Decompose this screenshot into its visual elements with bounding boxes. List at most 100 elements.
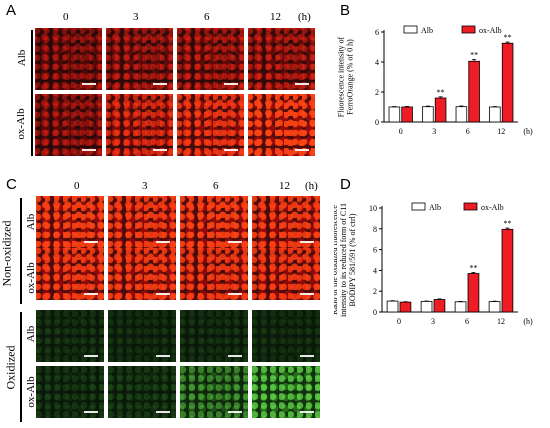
significance-marker: ** (470, 50, 478, 59)
scale-bar (82, 83, 96, 85)
panel-letter-d: D (340, 176, 351, 193)
scale-bar (156, 411, 170, 413)
x-tick-label-12: 12 (497, 127, 505, 136)
panel-c-row-alb-image-3 (252, 196, 320, 248)
panel-c-row-oxalb-oxidized-image-3 (252, 366, 320, 418)
legend-swatch-ox-alb (461, 25, 476, 34)
panel-a-row-oxalb-image-1 (106, 94, 173, 156)
panel-b-chart: 0 2 4 6 Fluorescence intensity of FerroOrange… (337, 25, 533, 136)
scale-bar (224, 149, 238, 151)
bar-alb-12 (488, 301, 501, 313)
y-tick-label: 2 (373, 287, 377, 296)
x-tick-label-12: 12 (497, 317, 505, 326)
x-tick-label-3: 3 (432, 127, 436, 136)
legend-label-alb: Alb (421, 26, 433, 35)
bar-ox-alb-12 (501, 42, 514, 123)
legend-label-alb: Alb (429, 203, 441, 212)
panel-a-row-alb-image-3 (248, 28, 315, 90)
panel-c-row-alb-image-1 (108, 196, 176, 248)
x-tick-label-6: 6 (466, 127, 470, 136)
panel-letter-b: B (340, 2, 351, 19)
panel-a-row-bracket (31, 30, 33, 156)
scale-bar (156, 293, 170, 295)
panel-c-group-nonoxidized: Non-oxidized (0, 220, 14, 287)
scale-bar (156, 241, 170, 243)
panel-a-row-oxalb-image-2 (177, 94, 244, 156)
significance-marker: ** (503, 219, 511, 228)
panel-c-row-oxalb-image-0 (36, 248, 104, 300)
panel-letter-c: C (6, 176, 17, 193)
scale-bar (84, 411, 98, 413)
bar-alb-12 (489, 106, 501, 123)
scale-bar (82, 149, 96, 151)
panel-d-chart: 0 2 4 6 8 10 Ratio of the oxidized fluorescenc… (334, 202, 533, 326)
significance-marker: ** (437, 88, 445, 97)
scale-bar (228, 355, 242, 357)
panel-a-row-alb-image-0 (35, 28, 102, 90)
bar-ox-alb-3 (434, 97, 447, 123)
scale-bar (300, 293, 314, 295)
panel-c-row-alb-oxidized-image-3 (252, 310, 320, 362)
panel-c-row-alb-image-0 (36, 196, 104, 248)
y-tick-label: 0 (373, 308, 377, 317)
x-tick-label-0: 0 (399, 127, 403, 136)
legend-swatch-alb (403, 25, 418, 34)
bar-ox-alb-3 (433, 299, 446, 313)
y-axis-label: Fluorescence intensity of FerroOrange (% … (337, 36, 355, 117)
y-tick-label: 10 (369, 204, 377, 213)
legend-swatch-alb (411, 202, 426, 211)
panel-c-row-oxalb-oxidized-image-0 (36, 366, 104, 418)
significance-marker: ** (504, 33, 512, 42)
panel-c-row-oxalb-image-3 (252, 248, 320, 300)
y-tick-label: 4 (373, 266, 377, 275)
scale-bar (228, 293, 242, 295)
y-axis-label: Ratio of the oxidized fluorescence intens… (334, 203, 357, 317)
x-tick-label-6: 6 (465, 317, 469, 326)
panel-c-row-oxalb-oxidized-image-1 (108, 366, 176, 418)
y-axis-label-line: FerroOrange (% of 0 h) (346, 39, 355, 115)
scale-bar (84, 355, 98, 357)
y-tick-label: 6 (373, 246, 377, 255)
y-axis-label-line: intensity to its reduced form of C11 (339, 203, 348, 317)
panel-c-row-alb-oxidized-image-0 (36, 310, 104, 362)
panel-letter-a: A (6, 2, 17, 19)
scale-bar (300, 355, 314, 357)
bar-ox-alb-0 (399, 301, 412, 313)
panel-a-unit: (h) (298, 11, 311, 23)
panel-a-time-6: 6 (204, 11, 210, 23)
scale-bar (228, 241, 242, 243)
bar-ox-alb-6 (467, 273, 480, 313)
scale-bar (295, 83, 309, 85)
scale-bar (153, 149, 167, 151)
x-tick-label-0: 0 (397, 317, 401, 326)
y-tick-label: 8 (373, 225, 377, 234)
panel-c-row-alb-oxidized-image-1 (108, 310, 176, 362)
bar-alb-6 (454, 301, 467, 313)
y-tick-label: 6 (375, 28, 379, 37)
bar-alb-6 (455, 106, 468, 123)
panel-c-time-3: 3 (142, 180, 148, 192)
panel-c-group-oxidized: Oxidized (3, 345, 18, 390)
panel-c-row-oxalb-image-2 (180, 248, 248, 300)
panel-a-time-12: 12 (270, 11, 281, 23)
panel-a-row-oxalb: ox-Alb (15, 108, 27, 140)
bar-alb-3 (420, 300, 433, 313)
scale-bar (300, 411, 314, 413)
panel-a-time-3: 3 (133, 11, 139, 23)
y-tick-label: 0 (375, 118, 379, 127)
legend-label-ox-alb: ox-Alb (479, 26, 502, 35)
panel-a-row-oxalb-image-3 (248, 94, 315, 156)
scale-bar (84, 293, 98, 295)
x-tick-label-3: 3 (431, 317, 435, 326)
scale-bar (228, 411, 242, 413)
panel-a-time-0: 0 (63, 11, 69, 23)
legend-label-ox-alb: ox-Alb (481, 203, 504, 212)
panel-c-row-alb-image-2 (180, 196, 248, 248)
panel-c-bracket-nonoxidized (20, 198, 22, 304)
y-axis-label-line: Fluorescence intensity of (337, 36, 346, 117)
scale-bar (224, 83, 238, 85)
bar-ox-alb-0 (401, 106, 413, 123)
x-axis-unit: (h) (523, 317, 533, 326)
panel-c-unit: (h) (305, 180, 318, 192)
y-tick-label: 4 (375, 58, 379, 67)
